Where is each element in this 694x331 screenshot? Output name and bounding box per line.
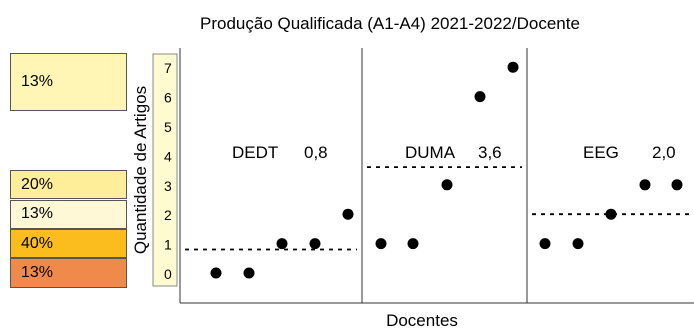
- percent-box: 13%: [10, 258, 127, 288]
- y-tick-label: 2: [164, 207, 172, 223]
- y-tick-label: 0: [164, 266, 172, 282]
- y-tick-column: [152, 53, 178, 287]
- group-mean-label: 2,0: [652, 143, 676, 162]
- data-point: [474, 91, 486, 103]
- data-point: [507, 61, 519, 73]
- group-name-label: DUMA: [405, 143, 456, 162]
- data-point: [539, 238, 551, 250]
- data-point: [210, 267, 222, 279]
- group-mean-label: 3,6: [478, 143, 502, 162]
- percent-box-label: 20%: [21, 175, 54, 193]
- percent-box-label: 13%: [21, 205, 54, 223]
- data-point: [605, 208, 617, 220]
- percent-box: 20%: [10, 170, 127, 200]
- y-tick-label: 1: [164, 237, 172, 253]
- data-point: [671, 179, 683, 191]
- y-tick-label: 5: [164, 119, 172, 135]
- data-point: [243, 267, 255, 279]
- percent-box-label: 13%: [21, 263, 54, 281]
- data-point: [639, 179, 651, 191]
- percent-box: 13%: [10, 199, 127, 229]
- data-point: [441, 179, 453, 191]
- percent-box-label: 40%: [21, 234, 54, 252]
- group-name-label: EEG: [583, 143, 619, 162]
- percent-box: 40%: [10, 228, 127, 259]
- percent-box-label: 13%: [21, 72, 54, 90]
- data-point: [276, 238, 288, 250]
- y-tick-label: 3: [164, 178, 172, 194]
- y-tick-label: 7: [164, 60, 172, 76]
- percent-box: 13%: [10, 52, 127, 112]
- data-point: [342, 208, 354, 220]
- data-point: [309, 238, 321, 250]
- y-tick-label: 4: [164, 148, 172, 164]
- data-point: [375, 238, 387, 250]
- group-name-label: DEDT: [232, 143, 278, 162]
- chart-title: Produção Qualificada (A1-A4) 2021-2022/D…: [200, 14, 580, 33]
- y-tick-label: 6: [164, 90, 172, 106]
- data-point: [407, 238, 419, 250]
- data-point: [572, 238, 584, 250]
- group-mean-label: 0,8: [304, 143, 328, 162]
- x-axis-label: Docentes: [386, 311, 458, 330]
